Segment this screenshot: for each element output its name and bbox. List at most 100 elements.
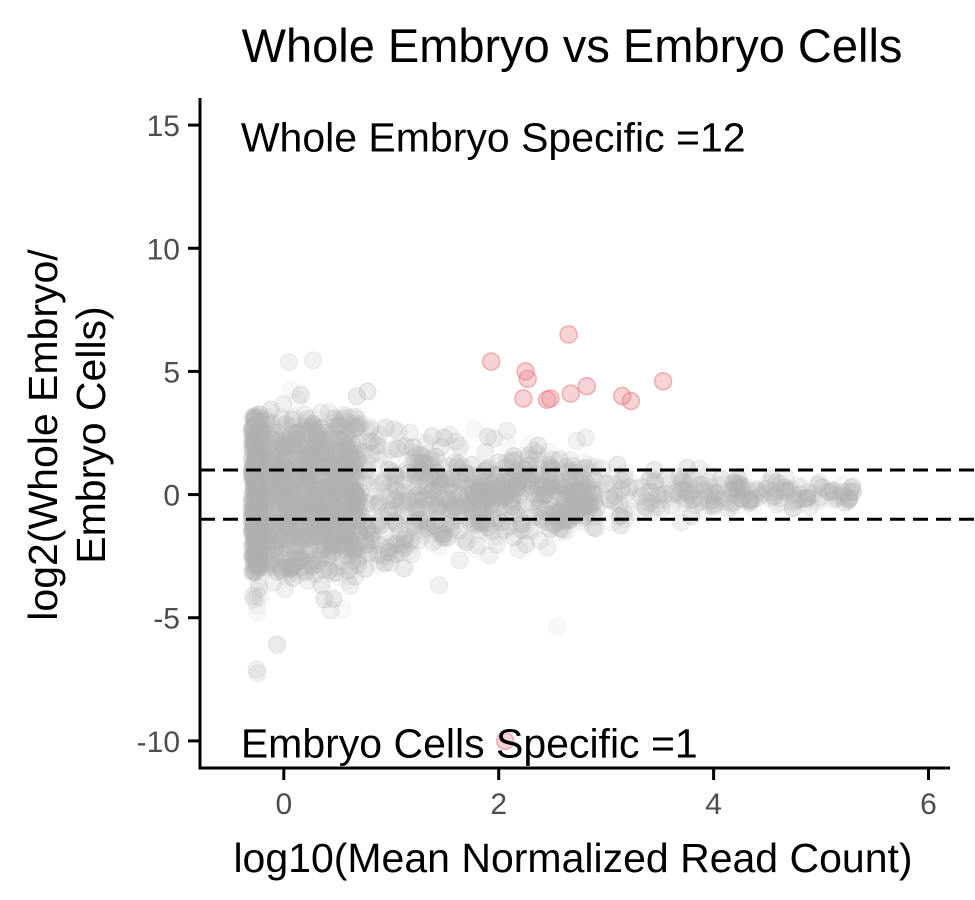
background-point	[337, 541, 356, 560]
background-point	[312, 528, 330, 546]
background-point	[245, 475, 264, 494]
background-point	[257, 534, 276, 553]
background-point	[338, 450, 357, 469]
background-point	[788, 475, 807, 494]
background-point	[396, 535, 415, 554]
background-point	[323, 519, 341, 538]
background-point	[251, 436, 270, 455]
background-point	[255, 486, 274, 504]
background-point	[333, 438, 352, 457]
specific-point	[518, 369, 537, 389]
background-point	[651, 485, 670, 504]
background-point	[549, 477, 568, 496]
specific-point	[541, 389, 560, 408]
background-point	[250, 437, 269, 456]
background-point	[829, 488, 848, 507]
background-point	[434, 520, 453, 539]
background-point	[350, 525, 369, 544]
background-point	[482, 479, 500, 498]
background-point	[471, 484, 490, 503]
background-point	[339, 447, 358, 466]
background-point	[375, 554, 394, 572]
background-point	[516, 522, 534, 541]
background-point	[346, 501, 365, 520]
background-point	[580, 494, 599, 513]
background-point	[525, 489, 544, 508]
background-point	[294, 482, 313, 501]
background-point	[594, 466, 613, 485]
background-point	[304, 565, 323, 584]
background-point	[341, 442, 360, 461]
background-point	[347, 387, 366, 406]
background-point	[256, 560, 275, 579]
background-point	[251, 521, 270, 540]
background-point	[283, 494, 302, 513]
background-point	[251, 408, 270, 426]
background-point	[481, 474, 500, 493]
background-point	[514, 476, 532, 495]
background-point	[579, 476, 598, 495]
background-point	[258, 415, 277, 434]
background-point	[729, 469, 748, 488]
background-point	[281, 497, 299, 516]
background-point	[631, 486, 649, 505]
background-point	[673, 473, 692, 492]
background-point	[407, 496, 426, 515]
background-point	[446, 453, 465, 472]
background-point	[549, 523, 568, 542]
background-point	[726, 476, 745, 495]
background-point	[254, 490, 273, 509]
background-point	[426, 500, 445, 519]
background-point	[245, 547, 264, 566]
background-point	[464, 469, 483, 488]
background-point	[580, 485, 599, 504]
background-point	[369, 551, 388, 570]
background-point	[333, 600, 352, 619]
background-point	[247, 484, 266, 503]
background-point	[261, 400, 280, 419]
background-point	[585, 490, 604, 509]
background-point	[314, 532, 333, 551]
background-point	[647, 497, 666, 516]
background-point	[731, 480, 750, 499]
background-point	[582, 478, 601, 497]
background-point	[447, 476, 466, 494]
background-point	[417, 492, 436, 511]
background-point	[463, 489, 482, 508]
background-point	[250, 476, 268, 494]
background-point	[447, 498, 465, 517]
background-point	[758, 474, 777, 493]
background-point	[757, 479, 776, 498]
background-point	[493, 476, 512, 495]
background-point	[281, 525, 300, 544]
background-point	[346, 471, 365, 490]
background-point	[258, 539, 277, 558]
background-point	[489, 527, 508, 546]
background-point	[245, 426, 264, 445]
background-point	[298, 493, 317, 512]
background-point	[388, 439, 406, 458]
background-point	[576, 488, 595, 507]
background-point	[243, 527, 262, 546]
background-point	[268, 467, 287, 486]
background-point	[376, 418, 395, 437]
background-point	[243, 555, 262, 574]
background-point	[310, 427, 329, 446]
background-point	[246, 421, 265, 440]
background-point	[662, 481, 681, 500]
background-point	[266, 483, 285, 502]
background-point	[677, 475, 696, 494]
background-point	[422, 450, 441, 469]
background-point	[646, 499, 665, 518]
background-point	[294, 489, 313, 508]
background-point	[381, 449, 400, 468]
background-point	[339, 487, 358, 506]
background-point	[386, 512, 404, 531]
background-point	[257, 557, 276, 576]
background-point	[335, 528, 354, 547]
background-point	[248, 573, 267, 591]
background-point	[410, 531, 428, 550]
background-point	[343, 494, 362, 513]
background-point	[649, 490, 668, 509]
background-point	[368, 436, 387, 455]
